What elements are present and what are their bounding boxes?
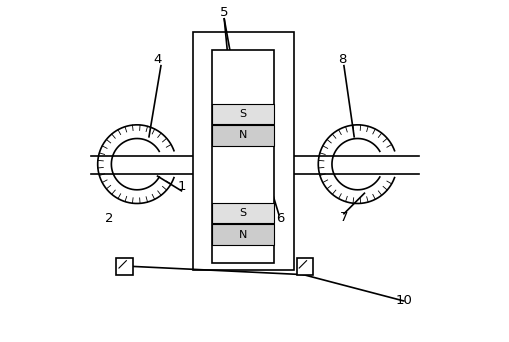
- Text: 5: 5: [219, 6, 228, 19]
- Bar: [193, 32, 294, 270]
- Bar: [212, 104, 273, 124]
- Text: 6: 6: [276, 212, 285, 225]
- Text: 8: 8: [337, 53, 346, 66]
- Bar: [212, 125, 273, 146]
- Text: 2: 2: [104, 212, 113, 225]
- Text: 10: 10: [394, 294, 411, 307]
- Bar: [116, 258, 133, 275]
- Bar: [212, 224, 273, 245]
- Text: S: S: [239, 208, 246, 218]
- Text: N: N: [238, 130, 247, 141]
- Bar: [212, 50, 273, 263]
- Text: 1: 1: [177, 180, 185, 193]
- Bar: [212, 203, 273, 223]
- Text: 4: 4: [153, 53, 161, 66]
- Text: 7: 7: [339, 211, 348, 224]
- Text: N: N: [238, 229, 247, 240]
- Bar: [296, 258, 313, 275]
- Text: S: S: [239, 109, 246, 119]
